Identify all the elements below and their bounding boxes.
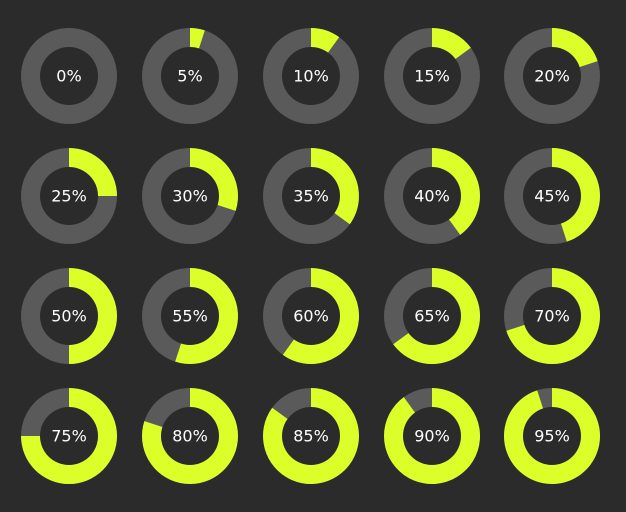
gauge-percent-label: 0% <box>56 67 81 86</box>
gauge-percent-label: 40% <box>414 187 450 206</box>
gauge-center <box>40 167 98 225</box>
progress-gauge: 20% <box>504 28 600 124</box>
progress-gauge: 70% <box>504 268 601 364</box>
gauge-percent-label: 5% <box>177 67 202 86</box>
gauge-center <box>282 407 340 465</box>
gauge-center <box>403 287 461 345</box>
gauge-center <box>40 407 98 465</box>
gauge-percent-label: 20% <box>534 67 570 86</box>
progress-gauge: 95% <box>504 388 601 485</box>
progress-gauge: 40% <box>384 148 480 244</box>
progress-gauge: 80% <box>142 388 239 485</box>
gauge-percent-label: 75% <box>51 427 87 446</box>
gauge-center <box>282 47 340 105</box>
progress-gauge: 50% <box>21 268 117 364</box>
progress-gauge: 35% <box>263 148 359 244</box>
gauge-center <box>282 287 340 345</box>
gauge-percent-label: 65% <box>414 307 450 326</box>
progress-gauge: 25% <box>21 148 117 244</box>
gauge-center <box>161 167 219 225</box>
gauge-percent-label: 95% <box>534 427 570 446</box>
progress-gauge: 55% <box>142 268 239 364</box>
gauge-center <box>403 167 461 225</box>
gauge-center <box>161 287 219 345</box>
gauge-center <box>40 47 98 105</box>
gauge-percent-label: 30% <box>172 187 208 206</box>
gauge-percent-label: 10% <box>293 67 329 86</box>
gauge-percent-label: 15% <box>414 67 450 86</box>
gauge-center <box>403 407 461 465</box>
gauge-percent-label: 85% <box>293 427 329 446</box>
progress-gauge: 0% <box>21 28 117 124</box>
gauge-percent-label: 60% <box>293 307 329 326</box>
progress-gauge: 75% <box>21 388 117 484</box>
gauge-percent-label: 35% <box>293 187 329 206</box>
progress-gauge: 10% <box>263 28 359 124</box>
gauge-center <box>523 47 581 105</box>
progress-gauge: 90% <box>384 388 481 485</box>
progress-gauge: 65% <box>384 268 481 365</box>
gauge-center <box>161 407 219 465</box>
progress-gauge: 15% <box>384 28 480 124</box>
gauge-percent-label: 25% <box>51 187 87 206</box>
gauge-percent-label: 80% <box>172 427 208 446</box>
gauge-center <box>403 47 461 105</box>
progress-gauge: 5% <box>142 28 238 124</box>
gauge-center <box>523 407 581 465</box>
progress-gauge: 60% <box>263 268 360 365</box>
gauge-percent-label: 90% <box>414 427 450 446</box>
gauge-center <box>523 167 581 225</box>
gauge-percent-label: 50% <box>51 307 87 326</box>
progress-gauge: 85% <box>263 388 360 484</box>
progress-gauge: 45% <box>504 148 600 244</box>
gauge-center <box>40 287 98 345</box>
gauge-percent-label: 70% <box>534 307 570 326</box>
gauge-percent-label: 45% <box>534 187 570 206</box>
progress-gauge: 30% <box>142 148 238 244</box>
gauge-center <box>523 287 581 345</box>
gauge-center <box>282 167 340 225</box>
gauge-percent-label: 55% <box>172 307 208 326</box>
gauge-center <box>161 47 219 105</box>
